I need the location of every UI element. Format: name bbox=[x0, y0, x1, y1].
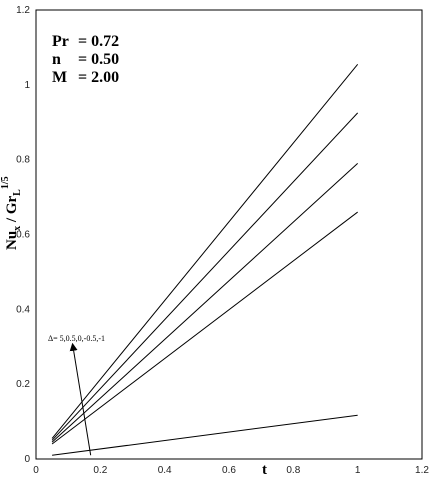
y-label-sup: 1/5 bbox=[0, 176, 11, 189]
series-line-2 bbox=[51, 112, 359, 441]
x-axis-label: t bbox=[262, 462, 267, 478]
x-tick-label: 0.2 bbox=[93, 465, 107, 476]
param-n-label: n bbox=[52, 51, 61, 68]
y-tick-label: 0.2 bbox=[16, 379, 30, 390]
series-line-5 bbox=[52, 414, 358, 456]
x-tick-label: 0.4 bbox=[158, 465, 172, 476]
y-tick-label: 0.6 bbox=[16, 230, 30, 241]
series-line-1 bbox=[51, 63, 359, 439]
param-m-label: M bbox=[52, 69, 67, 86]
x-tick-labels: 0 0.2 0.4 0.6 0.8 1 1.2 bbox=[33, 465, 429, 476]
y-label-sub-x: x bbox=[12, 226, 23, 231]
annotation-arrow bbox=[69, 342, 92, 456]
y-tick-label: 1.2 bbox=[16, 5, 30, 16]
y-tick-label: 0.8 bbox=[16, 155, 30, 166]
parameter-box: Pr = 0.72 n = 0.50 M = 2.00 bbox=[52, 33, 119, 86]
param-pr-value: = 0.72 bbox=[78, 33, 119, 50]
y-tick-label: 1 bbox=[24, 80, 30, 91]
y-tick-labels: 0 0.2 0.4 0.6 0.8 1 1.2 bbox=[16, 5, 30, 465]
x-tick-label: 0.8 bbox=[286, 465, 300, 476]
series-line-3 bbox=[51, 163, 359, 443]
plot-frame bbox=[35, 9, 423, 460]
series-line-4 bbox=[51, 211, 358, 445]
y-label-sub-l: L bbox=[12, 189, 23, 196]
annotation-label: Δ= 5,0.5,0,-0.5,-1 bbox=[48, 334, 105, 343]
series-lines bbox=[51, 63, 359, 456]
y-tick-label: 0.4 bbox=[16, 304, 30, 315]
y-tick-label: 0 bbox=[24, 454, 30, 465]
param-n-value: = 0.50 bbox=[78, 51, 119, 68]
x-tick-label: 1 bbox=[355, 465, 361, 476]
x-tick-label: 1.2 bbox=[415, 465, 429, 476]
param-m-value: = 2.00 bbox=[78, 69, 119, 86]
param-pr-label: Pr bbox=[52, 33, 69, 50]
y-label-main: Nu bbox=[4, 231, 20, 250]
x-tick-label: 0.6 bbox=[222, 465, 236, 476]
y-axis-label: Nux / GrL1/5 bbox=[0, 176, 23, 250]
x-tick-label: 0 bbox=[33, 465, 39, 476]
y-label-mid: / Gr bbox=[4, 195, 20, 225]
